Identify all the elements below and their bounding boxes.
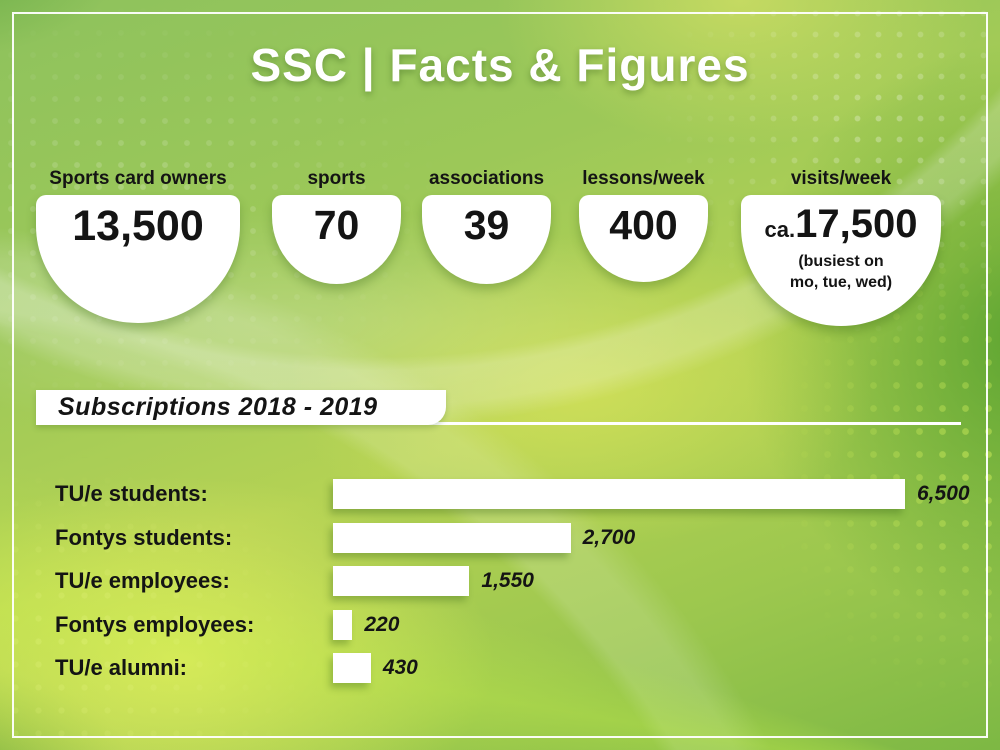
stat-visits-per-week: visits/week ca.17,500 (busiest on mo, tue… [741, 167, 941, 326]
stat-sports: sports 70 [272, 167, 401, 284]
chart-bar-track: 6,500 [333, 479, 980, 509]
section-title: Subscriptions 2018 - 2019 [58, 393, 378, 421]
stat-value: 13,500 [72, 202, 204, 250]
section-divider-line [36, 422, 961, 425]
chart-bar-value: 220 [364, 612, 400, 636]
stat-associations: associations 39 [422, 167, 551, 284]
chart-bar [333, 479, 905, 509]
page-title: SSC | Facts & Figures [250, 39, 750, 91]
stat-value: ca.17,500 [741, 195, 941, 247]
chart-category-label: Fontys employees: [55, 611, 255, 637]
stat-value: 39 [463, 202, 510, 248]
chart-row: TU/e employees: 1,550 [55, 566, 980, 596]
chart-category-label: TU/e students: [55, 481, 208, 506]
stat-label: associations [428, 168, 545, 189]
chart-category-label: TU/e employees: [55, 568, 230, 593]
chart-category-label: TU/e alumni: [55, 655, 188, 680]
stat-note: (busiest on mo, tue, wed) [741, 251, 941, 293]
stat-sports-card-owners: Sports card owners 13,500 [36, 167, 240, 323]
stat-note-line1: (busiest on [798, 253, 884, 270]
stat-bubble: 400 [579, 195, 708, 282]
stat-value: 400 [609, 202, 678, 248]
chart-bar-track: 2,700 [333, 522, 980, 553]
chart-row: Fontys students: 2,700 [55, 522, 980, 553]
chart-row: TU/e alumni: 430 [55, 653, 980, 683]
chart-bar-value: 2,700 [582, 525, 636, 549]
stat-lessons-per-week: lessons/week 400 [579, 167, 708, 282]
stat-bubble: 39 [422, 195, 551, 284]
chart-bar-value: 6,500 [917, 482, 970, 505]
chart-bar-track: 430 [333, 653, 980, 683]
chart-bar [333, 522, 571, 553]
chart-category-label: Fontys students: [55, 524, 233, 550]
stat-label: Sports card owners [49, 168, 227, 189]
chart-bar-track: 220 [333, 609, 980, 640]
stat-bubble: 70 [272, 195, 401, 284]
chart-row: TU/e students: 6,500 [55, 479, 980, 509]
stat-bubble: ca.17,500 (busiest on mo, tue, wed) [741, 195, 941, 326]
stat-value: 70 [313, 202, 360, 248]
stat-value-prefix: ca. [764, 217, 796, 242]
stat-value-number: 17,500 [795, 202, 918, 246]
section-banner: Subscriptions 2018 - 2019 [36, 390, 446, 425]
chart-bar [333, 566, 470, 596]
chart-bar [333, 609, 353, 640]
stat-label: sports [307, 168, 366, 189]
chart-bar-value: 430 [382, 656, 418, 679]
chart-row: Fontys employees: 220 [55, 609, 980, 640]
stat-bubble: 13,500 [36, 195, 240, 323]
chart-bar-track: 1,550 [333, 566, 980, 596]
subscriptions-bar-chart: TU/e students: 6,500 Fontys students: 2,700… [36, 479, 980, 683]
chart-bar-value: 1,550 [481, 569, 534, 592]
stat-label: visits/week [790, 168, 892, 189]
stat-label: lessons/week [582, 168, 705, 189]
stat-note-line2: mo, tue, wed) [789, 274, 893, 291]
chart-bar [333, 653, 371, 683]
